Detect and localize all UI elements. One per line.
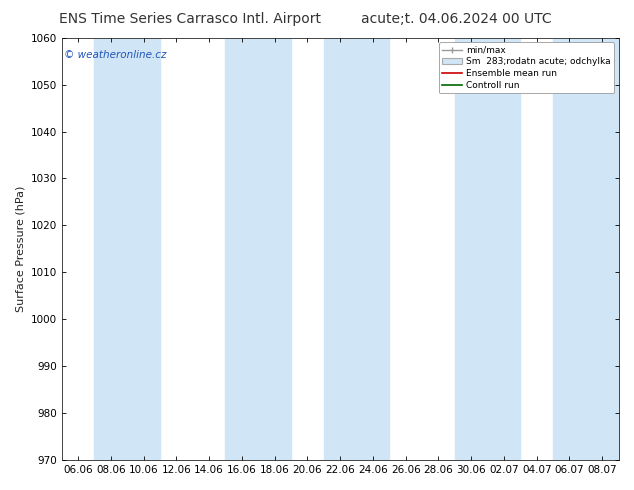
Text: acute;t. 04.06.2024 00 UTC: acute;t. 04.06.2024 00 UTC [361, 12, 552, 26]
Bar [94, 38, 160, 460]
Legend: min/max, Sm  283;rodatn acute; odchylka, Ensemble mean run, Controll run: min/max, Sm 283;rodatn acute; odchylka, … [439, 42, 614, 94]
Y-axis label: Surface Pressure (hPa): Surface Pressure (hPa) [15, 186, 25, 312]
Bar [324, 38, 389, 460]
Text: ENS Time Series Carrasco Intl. Airport: ENS Time Series Carrasco Intl. Airport [59, 12, 321, 26]
Bar [553, 38, 619, 460]
Bar [455, 38, 521, 460]
Bar [226, 38, 291, 460]
Text: © weatheronline.cz: © weatheronline.cz [65, 50, 167, 60]
